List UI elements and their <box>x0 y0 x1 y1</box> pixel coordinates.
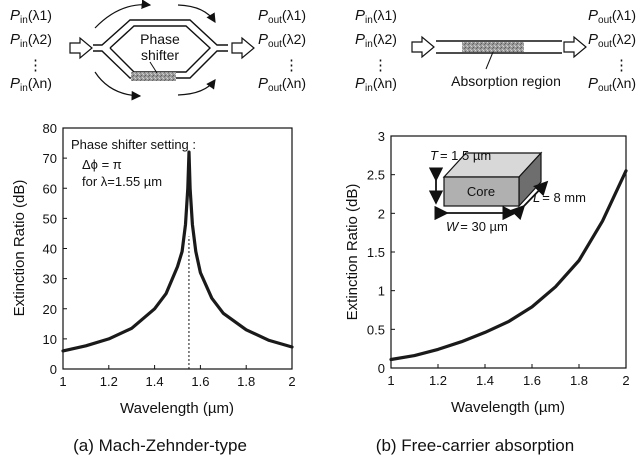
phase-shifter-label-1: Phase <box>140 31 180 47</box>
phase-shifter-region <box>131 72 176 81</box>
mzi-flow-arrow-4 <box>177 79 216 96</box>
chart-a-series-line <box>61 150 294 353</box>
chart-b-xtick-label: 1.8 <box>570 373 588 388</box>
absorption-pointer <box>485 51 494 70</box>
chart-a-ytick-label: 40 <box>43 242 57 257</box>
chart-a-xtick-label: 1 <box>59 374 66 389</box>
fca-output-label-2: Pout(λ2) <box>588 31 636 50</box>
mzi-output-label-1: Pout(λ1) <box>258 7 306 26</box>
chart-a-ytick-label: 20 <box>43 302 57 317</box>
mzi-input-arrow <box>69 36 93 60</box>
chart-b-ytick-label: 0.5 <box>367 322 385 337</box>
fca-input-dots: ⋮ <box>373 57 388 74</box>
length-arrow <box>510 180 549 221</box>
mzi-input-label-2: Pin(λ2) <box>10 31 52 50</box>
fca-input-label-1: Pin(λ1) <box>355 7 397 26</box>
chart-b-xlabel: Wavelength (µm) <box>451 399 565 416</box>
chart-b-xtick-label: 1 <box>387 373 394 388</box>
chart-b-series-line <box>389 169 628 362</box>
chart-a-xtick-label: 1.6 <box>191 374 209 389</box>
chart-b: 1 1.2 1.4 1.6 1.8 2 0 0.5 1 1.5 2 2.5 3 Core T = 1.5 … <box>344 129 630 455</box>
chart-a-ytick-label: 0 <box>50 362 57 377</box>
chart-a-ytick-label: 60 <box>43 181 57 196</box>
chart-b-ytick-label: 2 <box>378 206 385 221</box>
caption-a: (a) Mach-Zehnder-type <box>73 436 247 455</box>
chart-a-ytick-label: 50 <box>43 211 57 226</box>
chart-a-annotation-3: for λ=1.55 µm <box>82 174 162 189</box>
width-label: W = 30 µm <box>446 219 508 234</box>
chart-a-xtick-label: 1.2 <box>100 374 118 389</box>
fca-input-label-n: Pin(λn) <box>355 75 397 94</box>
fca-output-label-n: Pout(λn) <box>588 75 636 94</box>
phase-shifter-pointer <box>149 61 158 74</box>
mzi-output-dots: ⋮ <box>284 57 299 74</box>
mzi-schematic: Pin(λ1) Pin(λ2) ⋮ Pin(λn) Phase shifter … <box>10 0 306 101</box>
chart-b-ytick-label: 3 <box>378 129 385 144</box>
mzi-input-label-n: Pin(λn) <box>10 75 52 94</box>
fca-output-label-1: Pout(λ1) <box>588 7 636 26</box>
fca-output-dots: ⋮ <box>614 57 629 74</box>
chart-a-ytick-label: 70 <box>43 151 57 166</box>
chart-a-ytick-label: 80 <box>43 121 57 136</box>
mzi-flow-arrow-2 <box>177 4 216 24</box>
chart-a-xtick-label: 1.8 <box>237 374 255 389</box>
mzi-flow-arrow-1 <box>94 0 152 29</box>
thickness-label: T = 1.5 µm <box>430 148 491 163</box>
length-label: L = 8 mm <box>533 190 586 205</box>
chart-b-xtick-label: 1.4 <box>476 373 494 388</box>
mzi-output-label-2: Pout(λ2) <box>258 31 306 50</box>
chart-a-annotation-2: Δϕ = π <box>82 157 122 172</box>
fca-schematic: Pin(λ1) Pin(λ2) ⋮ Pin(λn) Absorption reg… <box>355 7 636 94</box>
chart-a-ytick-label: 10 <box>43 332 57 347</box>
chart-b-xtick-label: 1.2 <box>429 373 447 388</box>
caption-b: (b) Free-carrier absorption <box>376 436 574 455</box>
mzi-output-label-n: Pout(λn) <box>258 75 306 94</box>
mzi-output-arrow <box>231 36 255 60</box>
core-front-face <box>443 176 520 207</box>
fca-input-arrow <box>411 35 435 59</box>
chart-a-ylabel: Extinction Ratio (dB) <box>11 180 28 317</box>
phase-shifter-label-2: shifter <box>141 47 179 63</box>
core-label: Core <box>467 184 495 199</box>
chart-a-xtick-label: 1.4 <box>146 374 164 389</box>
chart-b-ytick-label: 1 <box>378 284 385 299</box>
chart-a-ytick-label: 30 <box>43 272 57 287</box>
absorption-region <box>462 42 524 52</box>
mzi-flow-arrow-3 <box>94 71 142 101</box>
chart-a-annotation-1: Phase shifter setting : <box>71 137 196 152</box>
chart-a-xlabel: Wavelength (µm) <box>120 400 234 417</box>
absorption-region-label: Absorption region <box>451 73 561 89</box>
chart-a-xtick-label: 2 <box>288 374 295 389</box>
mzi-input-label-1: Pin(λ1) <box>10 7 52 26</box>
chart-b-ytick-label: 0 <box>378 361 385 376</box>
chart-b-ylabel: Extinction Ratio (dB) <box>344 184 361 321</box>
chart-b-ytick-label: 1.5 <box>367 245 385 260</box>
chart-b-xtick-label: 2 <box>622 373 629 388</box>
fca-input-label-2: Pin(λ2) <box>355 31 397 50</box>
chart-b-xtick-label: 1.6 <box>523 373 541 388</box>
fca-output-arrow <box>563 35 587 59</box>
chart-b-ytick-label: 2.5 <box>367 168 385 183</box>
core-inset: Core T = 1.5 µm W = 30 µm L = 8 mm <box>428 148 586 234</box>
mzi-input-dots: ⋮ <box>28 57 43 74</box>
